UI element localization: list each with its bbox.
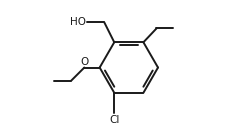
Text: HO: HO	[70, 17, 86, 27]
Text: O: O	[80, 57, 88, 67]
Text: Cl: Cl	[109, 115, 120, 125]
